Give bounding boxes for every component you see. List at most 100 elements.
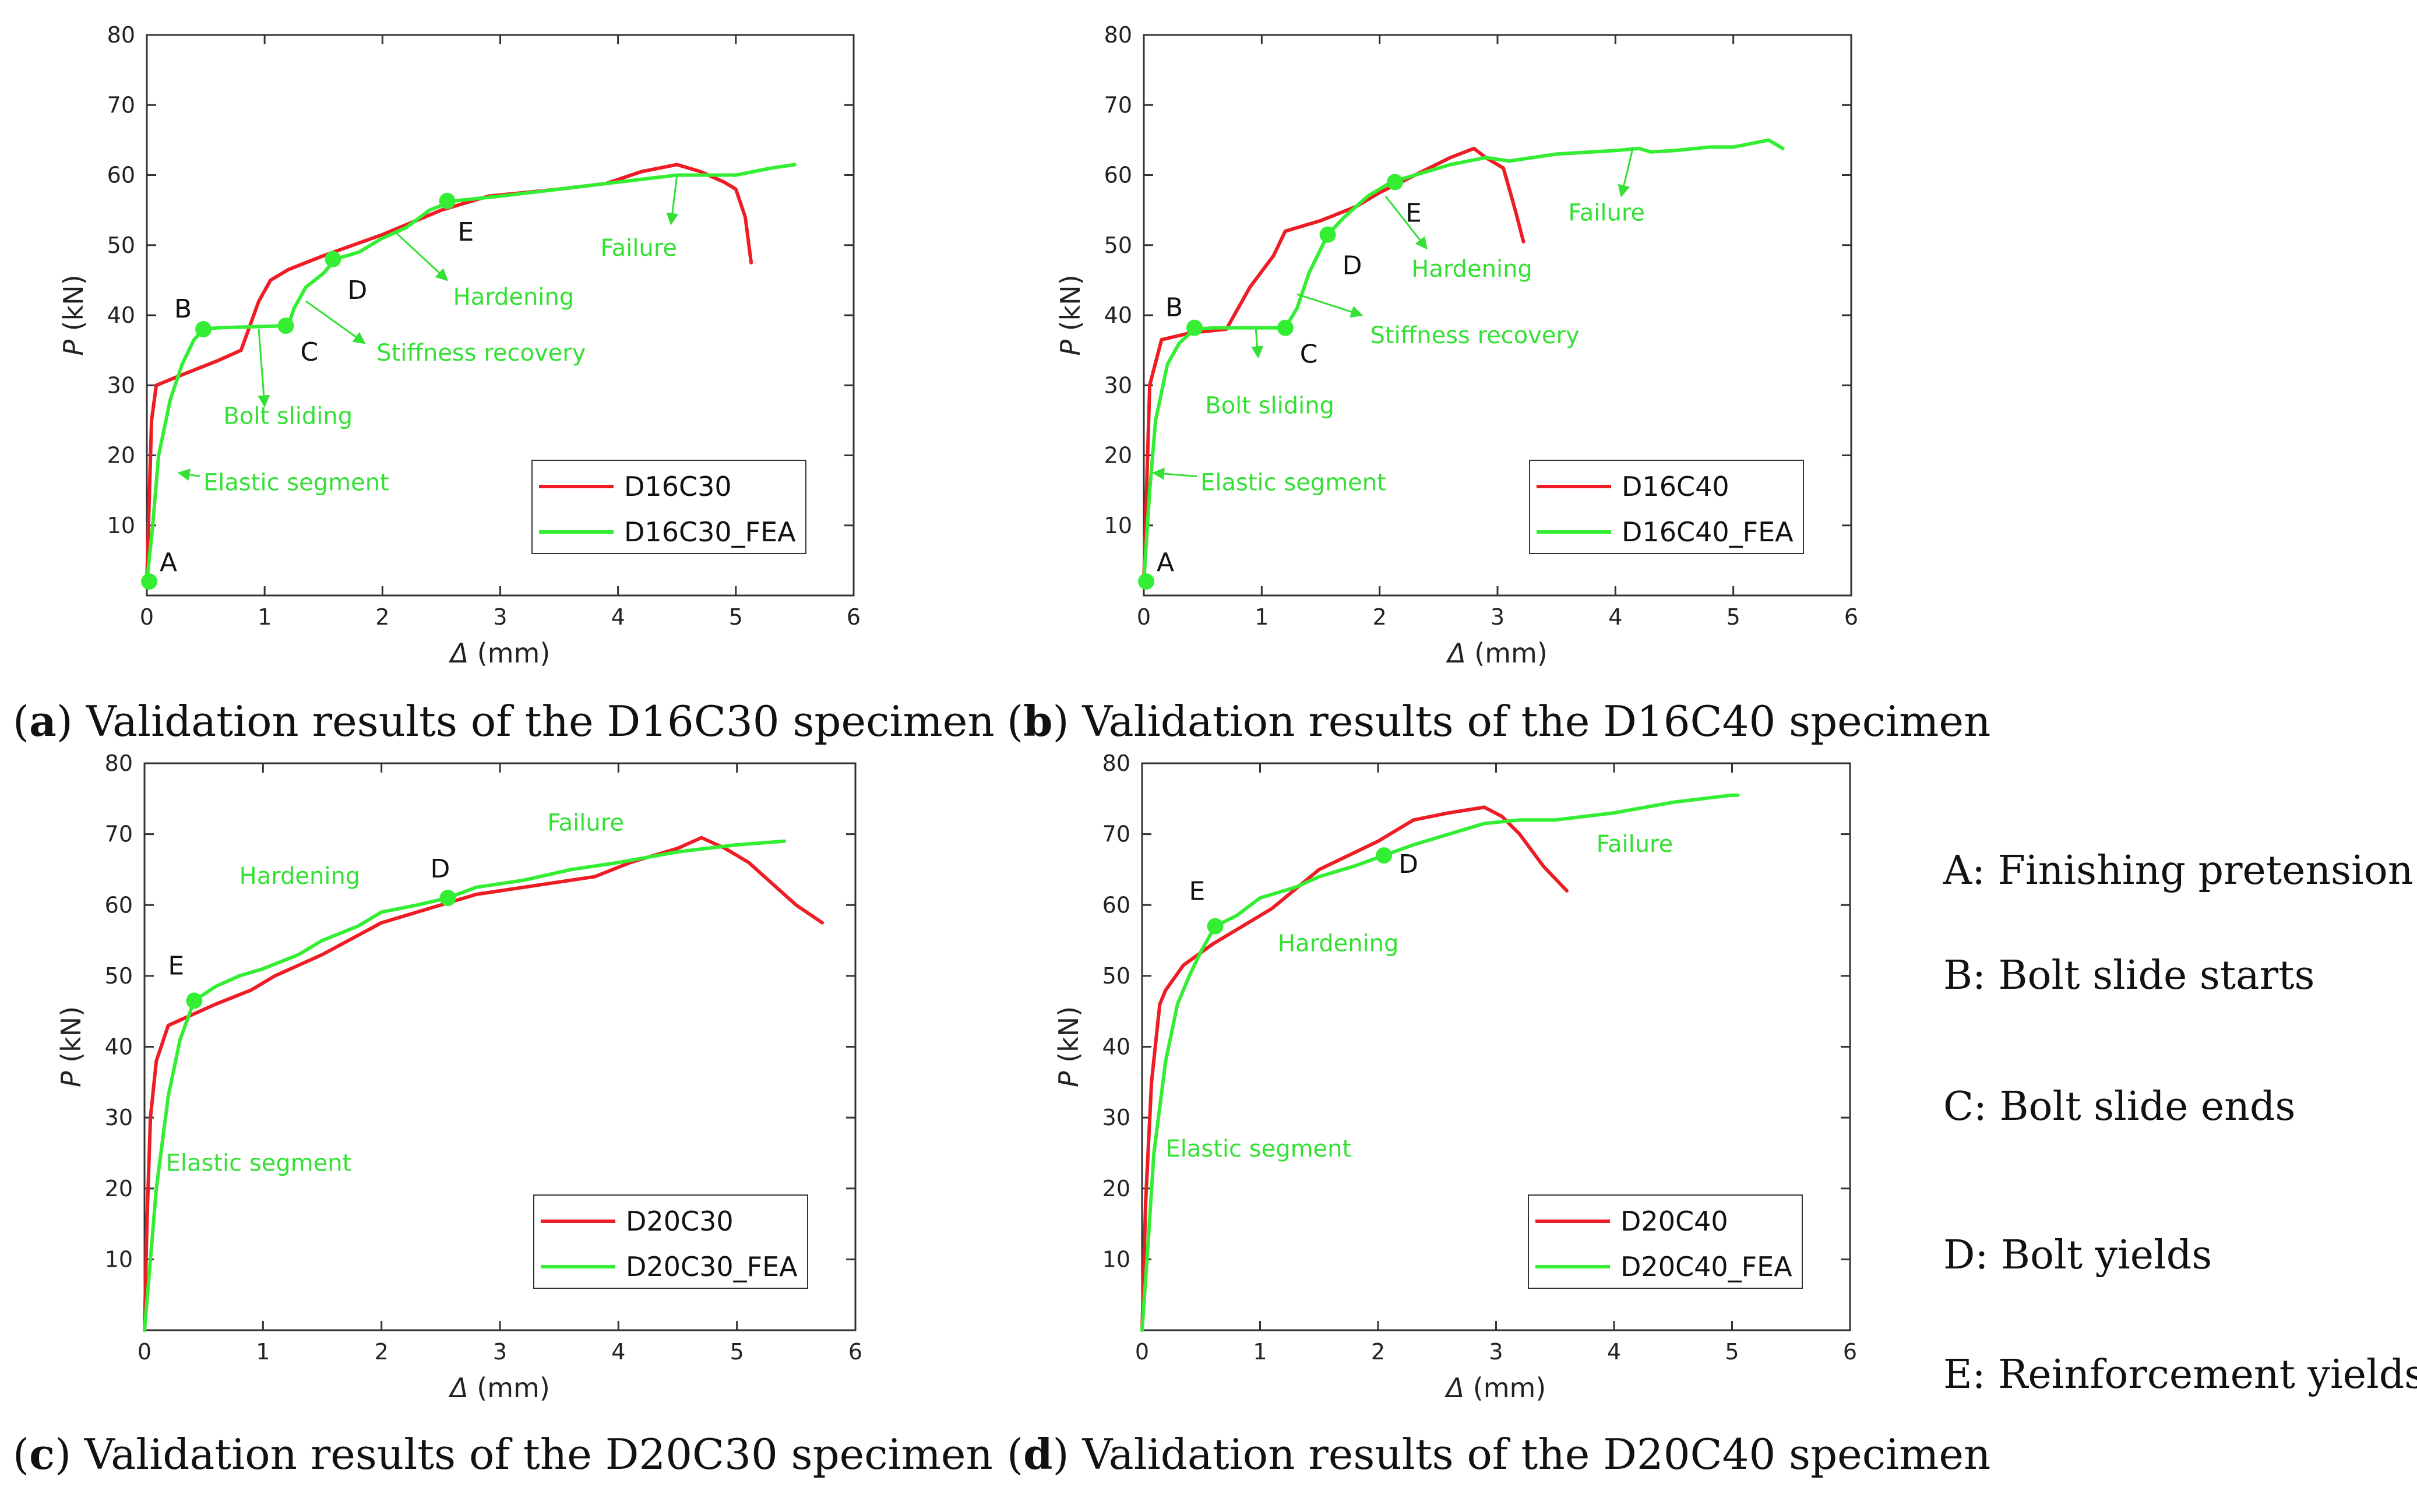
key-d: D: Bolt yields: [1943, 1232, 2212, 1278]
point-marker-d: [325, 251, 341, 267]
y-tick-label: 80: [105, 750, 133, 776]
y-tick-label: 20: [1102, 1176, 1130, 1201]
annotation-arrow: [258, 329, 270, 408]
x-tick-label: 6: [848, 1339, 862, 1365]
chart-d16c30: 10 20 30 40 50 60 70 80 0 1 2 3 4 5 6 Δ (mm) P (kN) Elast…: [58, 22, 861, 669]
y-tick-label: 50: [1102, 963, 1130, 989]
point-label-e: E: [168, 951, 184, 981]
annotation-label: Failure: [600, 235, 677, 262]
annotation-label: Hardening: [453, 284, 575, 311]
series-line-d20c40-fea: [1140, 793, 1740, 1332]
y-axis-label: P (kN): [1055, 274, 1086, 355]
legend-label: D16C40: [1622, 471, 1729, 502]
annotation-arrow: [1152, 467, 1197, 480]
x-tick-label: 0: [1135, 1339, 1149, 1365]
y-tick-label: 10: [107, 513, 135, 538]
legend-label: D20C30: [626, 1206, 734, 1237]
point-label-b: B: [1165, 293, 1183, 323]
x-tick-label: 4: [1608, 604, 1622, 630]
x-tick-label: 4: [611, 604, 625, 630]
series-line-d20c30: [143, 836, 825, 1332]
key-c: C: Bolt slide ends: [1943, 1084, 2296, 1130]
point-marker-c: [1277, 319, 1294, 336]
point-marker-a: [1138, 573, 1155, 590]
y-tick-label: 10: [1102, 1246, 1130, 1272]
point-label-a: A: [1157, 548, 1174, 577]
point-label-a: A: [160, 548, 177, 577]
caption-c: (c) Validation results of the D20C30 spe…: [13, 1429, 993, 1479]
x-tick-label: 4: [611, 1339, 625, 1365]
series-line-d20c40: [1140, 805, 1569, 1332]
annotation-label: Failure: [1597, 831, 1673, 858]
point-marker-b: [1186, 319, 1203, 336]
y-axis-label: P (kN): [55, 1006, 87, 1087]
annotation-arrow: [305, 300, 366, 344]
y-tick-label: 40: [105, 1034, 133, 1060]
y-tick-label: 80: [1102, 750, 1130, 776]
x-tick-label: 0: [140, 604, 154, 630]
point-marker-e: [439, 192, 456, 209]
series-line-d20c30-fea: [143, 839, 786, 1332]
x-axis-label: Δ (mm): [1444, 1372, 1546, 1404]
point-marker-c: [277, 318, 294, 334]
x-tick-label: 1: [1255, 604, 1269, 630]
legend-box: [533, 1194, 808, 1289]
x-tick-label: 5: [730, 1339, 744, 1365]
x-tick-label: 0: [138, 1339, 151, 1365]
caption-b: (b) Validation results of the D16C40 spe…: [1007, 696, 1991, 746]
legend-box: [531, 460, 806, 554]
legend-box: [1528, 1194, 1803, 1289]
key-e: E: Reinforcement yields: [1943, 1352, 2417, 1398]
annotation-label: Elastic segment: [203, 470, 389, 496]
y-axis-label: P (kN): [58, 274, 89, 355]
x-tick-label: 2: [1371, 1339, 1385, 1365]
x-axis-label: Δ (mm): [1446, 637, 1548, 669]
point-marker-d: [439, 890, 456, 907]
point-label-e: E: [458, 217, 474, 247]
x-tick-label: 0: [1137, 604, 1151, 630]
x-tick-label: 1: [1253, 1339, 1267, 1365]
x-tick-label: 5: [729, 604, 743, 630]
key-b: B: Bolt slide starts: [1943, 953, 2315, 999]
caption-d: (d) Validation results of the D20C40 spe…: [1007, 1429, 1991, 1479]
legend-label: D20C40_FEA: [1620, 1251, 1792, 1282]
annotation-label: Failure: [1568, 200, 1645, 227]
point-marker-a: [141, 573, 158, 590]
annotation-arrow: [1251, 329, 1264, 359]
legend-label: D20C30_FEA: [626, 1251, 798, 1282]
x-tick-label: 6: [1844, 604, 1858, 630]
x-axis-label: Δ (mm): [449, 637, 551, 669]
legend-label: D16C30_FEA: [624, 516, 796, 548]
y-tick-label: 40: [1104, 302, 1132, 328]
annotation-label: Failure: [547, 810, 624, 837]
x-tick-label: 3: [1489, 1339, 1503, 1365]
annotation-label: Hardening: [1411, 256, 1532, 283]
y-tick-label: 30: [1102, 1105, 1130, 1130]
y-tick-label: 20: [105, 1176, 133, 1201]
point-marker-e: [1386, 174, 1403, 191]
point-label-b: B: [174, 294, 192, 324]
annotation-arrow: [177, 468, 200, 481]
x-tick-label: 3: [493, 604, 507, 630]
chart-d16c40: 10 20 30 40 50 60 70 80 0 1 2 3 4 5 6 Δ (mm) P (kN) Elast…: [1055, 22, 1858, 669]
x-tick-label: 6: [1843, 1339, 1857, 1365]
y-tick-label: 80: [107, 22, 135, 48]
point-marker-e: [1207, 918, 1224, 935]
key-a: A: Finishing pretension: [1943, 848, 2414, 894]
y-tick-label: 70: [1104, 92, 1132, 118]
y-tick-label: 30: [105, 1105, 133, 1130]
point-label-d: D: [1343, 251, 1362, 281]
y-tick-label: 20: [107, 443, 135, 468]
annotation-arrow: [1296, 293, 1363, 318]
y-tick-label: 40: [107, 302, 135, 328]
x-tick-label: 4: [1607, 1339, 1621, 1365]
annotation-label: Elastic segment: [166, 1150, 352, 1176]
y-tick-label: 30: [107, 372, 135, 398]
y-tick-label: 30: [1104, 372, 1132, 398]
y-tick-label: 10: [105, 1246, 133, 1272]
x-tick-label: 2: [375, 604, 389, 630]
x-tick-label: 5: [1725, 1339, 1739, 1365]
annotation-label: Bolt sliding: [1205, 392, 1334, 419]
x-tick-label: 5: [1727, 604, 1740, 630]
x-tick-label: 1: [256, 1339, 270, 1365]
